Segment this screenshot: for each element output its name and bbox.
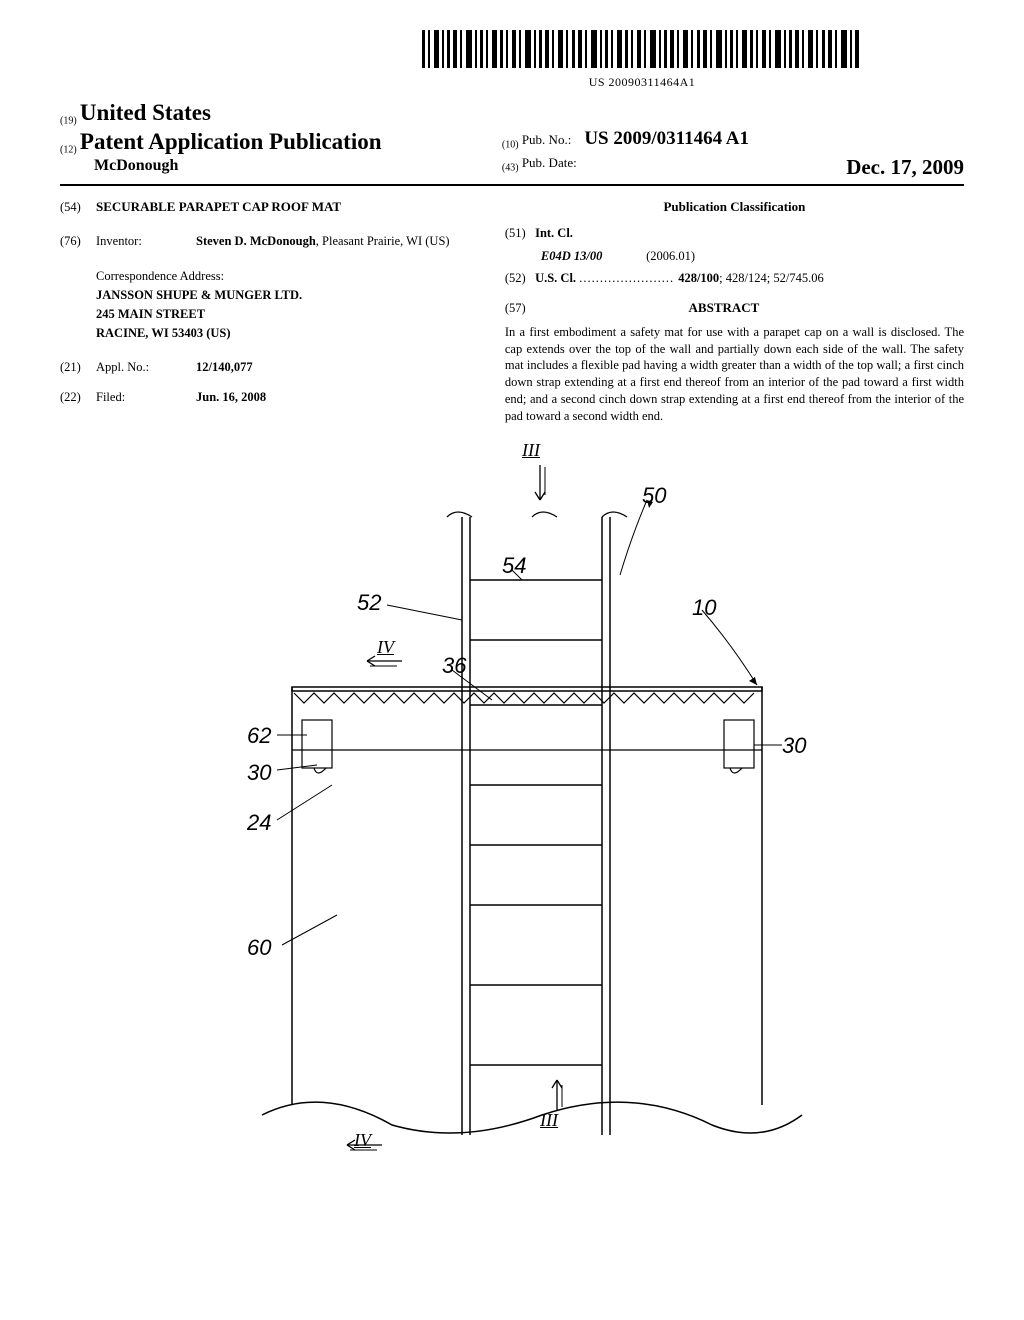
invention-title: SECURABLE PARAPET CAP ROOF MAT: [96, 198, 485, 217]
intcl-label: Int. Cl.: [535, 226, 573, 240]
intcl-class: E04D 13/00: [541, 249, 602, 263]
corr-line2: 245 MAIN STREET: [96, 307, 205, 321]
filed-label: Filed:: [96, 388, 196, 406]
filed-value: Jun. 16, 2008: [196, 388, 485, 406]
ref-62: 62: [247, 723, 271, 749]
barcode-number: US 20090311464A1: [320, 75, 964, 90]
inventor-code: (76): [60, 232, 96, 250]
ref-60: 60: [247, 935, 271, 961]
roman-iii-bottom: III: [540, 1110, 558, 1131]
corr-line3: RACINE, WI 53403 (US): [96, 326, 231, 340]
pubno-code: (10): [502, 140, 519, 151]
abstract-code: (57): [505, 301, 526, 315]
inventor-loc: , Pleasant Prairie, WI (US): [316, 234, 450, 248]
corr-line1: JANSSON SHUPE & MUNGER LTD.: [96, 288, 302, 302]
classification-title: Publication Classification: [505, 198, 964, 217]
pub-type: Patent Application Publication: [80, 129, 382, 154]
intcl-date: (2006.01): [646, 249, 695, 263]
intcl-code: (51): [505, 226, 526, 240]
uscl-code: (52): [505, 271, 526, 285]
ref-52: 52: [357, 590, 381, 616]
abstract-title: ABSTRACT: [529, 299, 919, 318]
roman-iv-top: IV: [377, 637, 394, 658]
ref-30a: 30: [247, 760, 271, 786]
uscl-extra: ; 428/124; 52/745.06: [719, 271, 824, 285]
ref-36: 36: [442, 653, 466, 679]
applno-value: 12/140,077: [196, 358, 485, 376]
pubdate-value: Dec. 17, 2009: [846, 155, 964, 180]
barcode-graphic: [422, 30, 862, 73]
pubdate-code: (43): [502, 162, 519, 173]
uscl-value: 428/100: [678, 271, 719, 285]
inventor-name: Steven D. McDonough: [196, 234, 316, 248]
inventor-label: Inventor:: [96, 232, 196, 250]
country-code: (19): [60, 116, 77, 127]
pubno-label: Pub. No.:: [522, 132, 571, 147]
pub-type-code: (12): [60, 144, 77, 155]
patent-figure: III 50 54 52 IV 36 10 62 30 30 24 60 III…: [202, 445, 822, 1165]
pubno-value: US 2009/0311464 A1: [584, 128, 749, 149]
applno-label: Appl. No.:: [96, 358, 196, 376]
ref-24: 24: [247, 810, 271, 836]
ref-30b: 30: [782, 733, 806, 759]
ref-50: 50: [642, 483, 666, 509]
applno-code: (21): [60, 358, 96, 376]
roman-iv-bottom: IV: [354, 1130, 371, 1151]
abstract-text: In a first embodiment a safety mat for u…: [505, 324, 964, 425]
uscl-dots: .......................: [579, 271, 678, 285]
roman-iii-top: III: [522, 440, 540, 461]
title-code: (54): [60, 198, 96, 217]
inventor-header: McDonough: [94, 157, 494, 175]
uscl-label: U.S. Cl.: [535, 271, 576, 285]
pubdate-label: Pub. Date:: [522, 155, 577, 170]
country-name: United States: [80, 100, 211, 125]
corr-label: Correspondence Address:: [96, 267, 485, 285]
ref-10: 10: [692, 595, 716, 621]
header: (19) United States (12) Patent Applicati…: [60, 100, 964, 186]
ref-54: 54: [502, 553, 526, 579]
barcode-block: US 20090311464A1: [60, 30, 964, 90]
filed-code: (22): [60, 388, 96, 406]
